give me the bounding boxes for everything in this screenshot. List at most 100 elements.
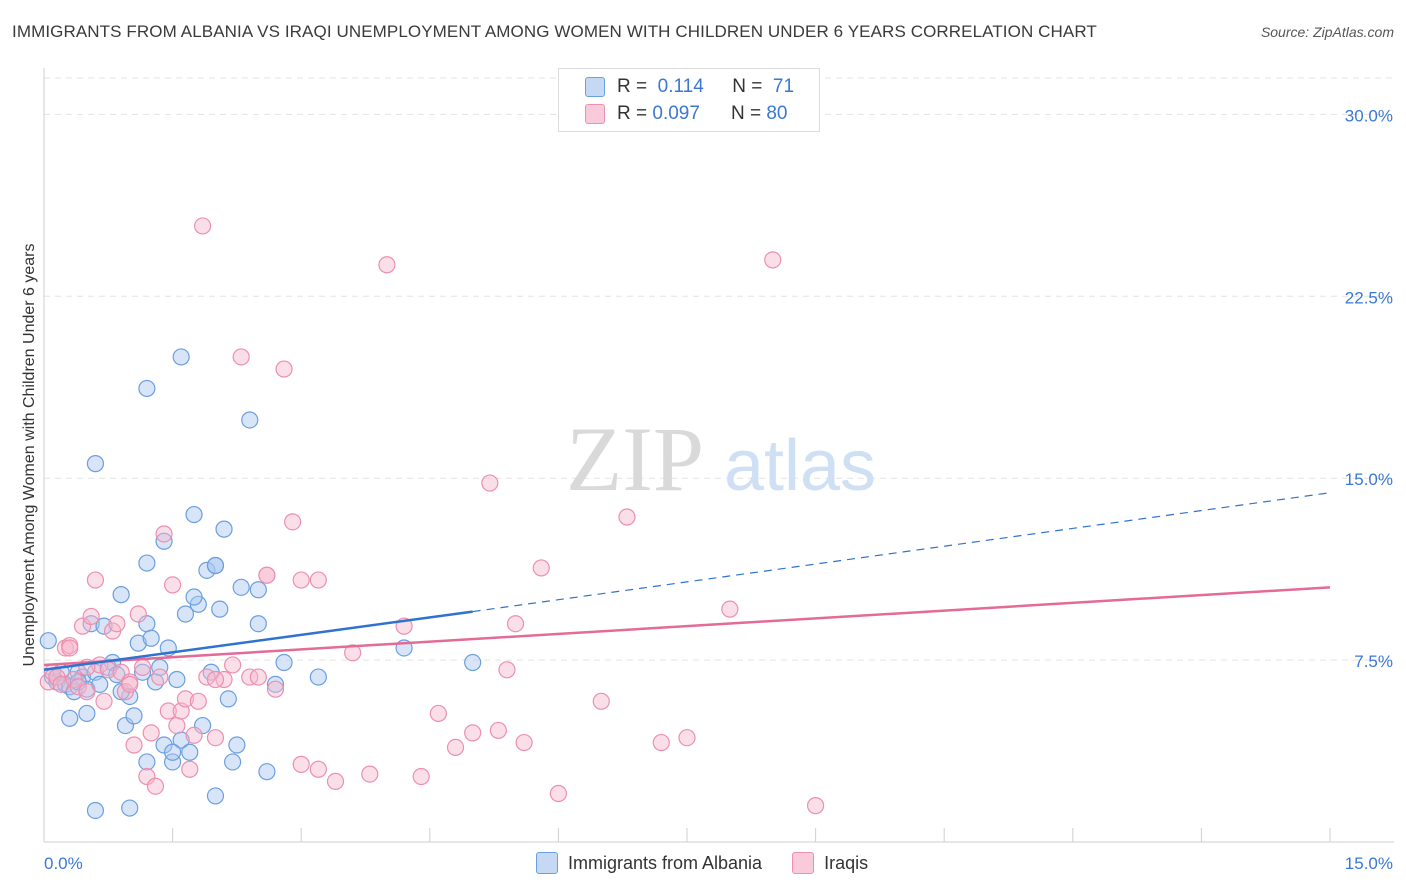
data-point-iraqis — [285, 514, 301, 530]
legend-swatch-pink — [585, 104, 605, 124]
watermark: ZIP atlas — [566, 408, 876, 510]
y-axis-label: Unemployment Among Women with Children U… — [21, 243, 38, 666]
data-point-albania — [216, 521, 232, 537]
x-tick-label: 0.0% — [44, 854, 83, 873]
data-point-iraqis — [130, 606, 146, 622]
x-tick-label: 15.0% — [1345, 854, 1393, 873]
data-point-iraqis — [550, 785, 566, 801]
data-point-albania — [173, 349, 189, 365]
watermark-zip: ZIP — [566, 408, 704, 510]
data-point-albania — [165, 744, 181, 760]
data-point-iraqis — [722, 601, 738, 617]
data-point-iraqis — [195, 218, 211, 234]
series-iraqis-points — [40, 218, 823, 814]
data-point-albania — [79, 705, 95, 721]
data-point-iraqis — [679, 730, 695, 746]
series-albania-points — [40, 349, 480, 819]
data-point-iraqis — [448, 739, 464, 755]
data-point-albania — [62, 710, 78, 726]
y-tick-labels: 7.5% 15.0% 22.5% 30.0% — [1345, 106, 1393, 671]
legend-n-value-iraqis: 80 — [766, 103, 787, 125]
data-point-albania — [126, 708, 142, 724]
data-point-iraqis — [362, 766, 378, 782]
data-point-iraqis — [379, 257, 395, 273]
data-point-iraqis — [190, 693, 206, 709]
legend-r-value-albania: 0.114 — [658, 76, 722, 98]
data-point-albania — [139, 555, 155, 571]
data-point-albania — [207, 788, 223, 804]
legend-row-iraqis: R = 0.097 N = 80 — [585, 102, 787, 126]
legend-r-label: R = — [617, 76, 647, 98]
data-point-iraqis — [653, 735, 669, 751]
data-point-albania — [225, 754, 241, 770]
data-point-iraqis — [808, 798, 824, 814]
y-tick-label: 30.0% — [1345, 106, 1393, 125]
data-point-albania — [250, 616, 266, 632]
data-point-albania — [139, 754, 155, 770]
data-point-albania — [310, 669, 326, 685]
data-point-albania — [233, 579, 249, 595]
data-point-iraqis — [126, 737, 142, 753]
data-point-iraqis — [593, 693, 609, 709]
data-point-albania — [220, 691, 236, 707]
data-point-iraqis — [62, 640, 78, 656]
data-point-iraqis — [147, 778, 163, 794]
data-point-iraqis — [87, 572, 103, 588]
gridlines — [44, 78, 1394, 660]
data-point-iraqis — [233, 349, 249, 365]
data-point-iraqis — [465, 725, 481, 741]
bottom-legend-label-iraqis: Iraqis — [824, 853, 868, 874]
data-point-iraqis — [293, 572, 309, 588]
legend-n-label: N = — [731, 103, 761, 125]
data-point-iraqis — [490, 722, 506, 738]
data-point-iraqis — [225, 657, 241, 673]
data-point-albania — [276, 655, 292, 671]
data-point-albania — [229, 737, 245, 753]
y-tick-label: 7.5% — [1354, 652, 1393, 671]
data-point-iraqis — [516, 735, 532, 751]
data-point-iraqis — [165, 577, 181, 593]
data-point-albania — [122, 800, 138, 816]
bottom-legend-swatch-blue — [536, 852, 558, 874]
data-point-iraqis — [250, 669, 266, 685]
legend-swatch-blue — [585, 77, 605, 97]
data-point-iraqis — [293, 756, 309, 772]
data-point-iraqis — [508, 616, 524, 632]
data-point-iraqis — [96, 693, 112, 709]
data-point-iraqis — [259, 567, 275, 583]
data-point-iraqis — [533, 560, 549, 576]
data-point-iraqis — [267, 681, 283, 697]
data-point-iraqis — [83, 608, 99, 624]
data-point-iraqis — [619, 509, 635, 525]
data-point-iraqis — [156, 526, 172, 542]
data-point-iraqis — [276, 361, 292, 377]
data-point-iraqis — [765, 252, 781, 268]
data-point-albania — [139, 380, 155, 396]
data-point-albania — [113, 587, 129, 603]
data-point-albania — [40, 633, 56, 649]
data-point-iraqis — [413, 769, 429, 785]
data-point-albania — [250, 582, 266, 598]
data-point-albania — [143, 630, 159, 646]
data-point-iraqis — [143, 725, 159, 741]
legend-n-value-albania: 71 — [773, 76, 794, 98]
data-point-iraqis — [182, 761, 198, 777]
correlation-legend: R = 0.114 N = 71 R = 0.097 N = 80 — [558, 68, 820, 132]
data-point-iraqis — [109, 616, 125, 632]
data-point-albania — [259, 764, 275, 780]
data-point-albania — [169, 671, 185, 687]
y-tick-label: 22.5% — [1345, 288, 1393, 307]
legend-row-albania: R = 0.114 N = 71 — [585, 75, 794, 99]
series-legend: Immigrants from Albania Iraqis — [536, 852, 868, 874]
data-point-iraqis — [430, 705, 446, 721]
data-point-iraqis — [169, 718, 185, 734]
data-point-iraqis — [310, 761, 326, 777]
legend-r-value-iraqis: 0.097 — [652, 103, 720, 125]
data-point-albania — [212, 601, 228, 617]
data-point-iraqis — [207, 730, 223, 746]
legend-n-label: N = — [732, 76, 762, 98]
data-point-albania — [87, 456, 103, 472]
legend-r-label: R = — [617, 103, 647, 125]
trend-line-iraqis — [44, 587, 1330, 665]
data-point-iraqis — [310, 572, 326, 588]
